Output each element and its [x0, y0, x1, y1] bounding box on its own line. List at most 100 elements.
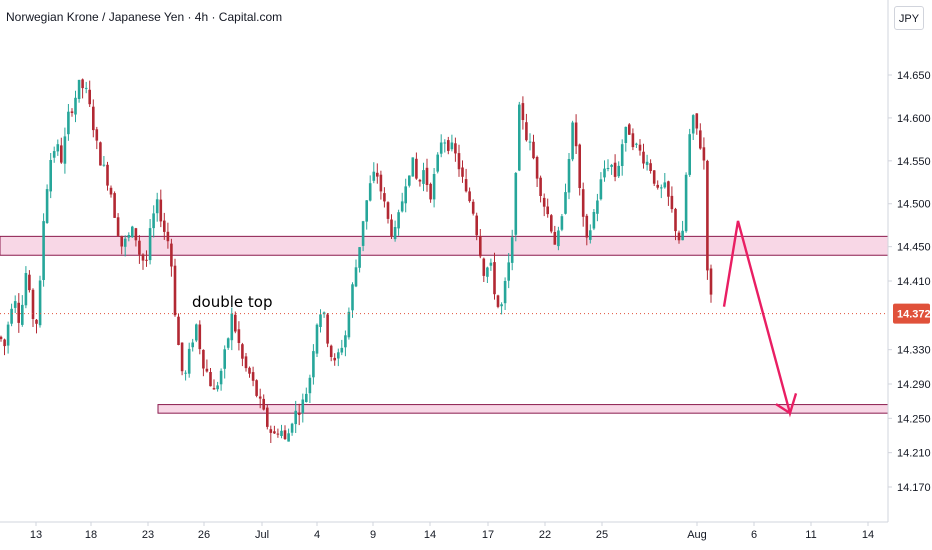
candle-body	[688, 134, 691, 175]
x-tick-label: 26	[198, 529, 210, 541]
candle-body	[699, 130, 702, 149]
candles-layer	[0, 78, 713, 443]
candle	[177, 313, 180, 346]
candle-body	[287, 433, 290, 442]
candle-body	[230, 313, 234, 341]
candle	[667, 180, 670, 206]
candle-body	[393, 227, 397, 240]
candle-body	[21, 304, 24, 325]
candle	[663, 173, 667, 189]
candle	[3, 338, 6, 356]
y-tick-label: 14.290	[897, 379, 931, 391]
candle	[198, 320, 202, 355]
candle-body	[432, 174, 436, 200]
candle	[35, 319, 38, 334]
candle-body	[503, 281, 507, 304]
candle	[28, 270, 31, 293]
candle	[180, 342, 184, 376]
candle-body	[95, 129, 99, 141]
candle-body	[525, 122, 528, 141]
y-tick-label: 14.600	[897, 113, 931, 125]
candle-body	[77, 79, 81, 99]
candle	[578, 143, 581, 196]
currency-button[interactable]: JPY	[894, 6, 924, 30]
candle	[677, 230, 681, 244]
candle	[368, 175, 372, 202]
candle	[45, 184, 49, 224]
candle-body	[660, 187, 663, 189]
candle	[241, 342, 244, 367]
candle-body	[585, 215, 589, 238]
candle-body	[301, 399, 305, 414]
candle-body	[493, 262, 496, 295]
candle-body	[617, 165, 620, 177]
y-tick-label: 14.410	[897, 276, 931, 288]
candle	[120, 235, 123, 255]
candle-body	[166, 231, 170, 242]
candle-body	[567, 159, 571, 193]
candle-body	[606, 168, 610, 169]
candle-body	[6, 324, 10, 346]
candle-body	[315, 324, 319, 354]
candle	[219, 368, 223, 391]
candle-body	[652, 170, 656, 184]
candle	[539, 175, 542, 203]
candle-body	[695, 113, 699, 129]
y-tick-label: 14.550	[897, 156, 931, 168]
candle-body	[3, 339, 6, 347]
candle	[10, 303, 13, 327]
candle	[152, 205, 155, 238]
candle-body	[116, 217, 120, 236]
candle-body	[581, 189, 585, 217]
candle	[557, 226, 560, 251]
candle	[482, 257, 486, 282]
candle-body	[592, 212, 596, 229]
candle-body	[276, 433, 280, 435]
candle	[337, 348, 340, 367]
projection-arrow[interactable]	[722, 220, 798, 418]
candle-body	[677, 232, 681, 241]
candle	[415, 152, 418, 180]
candle	[532, 134, 535, 160]
candle	[535, 155, 539, 187]
candle-body	[461, 167, 464, 177]
candle	[525, 113, 528, 142]
candle	[454, 137, 457, 162]
candle	[305, 387, 308, 403]
y-tick-label: 14.500	[897, 199, 931, 211]
candle	[684, 172, 688, 233]
candle	[187, 342, 191, 378]
candle-body	[404, 186, 407, 204]
candle-body	[613, 162, 617, 177]
candle	[592, 209, 596, 231]
candle	[518, 101, 521, 172]
y-tick-label: 14.210	[897, 448, 931, 460]
candle	[628, 123, 631, 135]
candle-body	[219, 370, 223, 385]
candle	[6, 321, 10, 354]
candle-body	[447, 140, 450, 151]
y-tick-label: 14.450	[897, 242, 931, 254]
candle-body	[209, 372, 212, 387]
candle-body	[329, 345, 333, 357]
candle-body	[564, 192, 567, 214]
candle-body	[397, 212, 400, 229]
candle-body	[63, 136, 67, 164]
candle	[528, 133, 532, 151]
candle	[223, 345, 226, 379]
candle	[436, 152, 439, 174]
candle	[326, 313, 329, 348]
candle-body	[589, 230, 592, 240]
candle-body	[706, 160, 709, 271]
candle-body	[635, 143, 638, 145]
resistance-zone[interactable]	[0, 235, 889, 256]
x-tick-label: 14	[862, 529, 874, 541]
candle	[63, 127, 67, 174]
candle-body	[294, 410, 297, 425]
candle-body	[266, 407, 269, 427]
y-tick-label: 14.170	[897, 482, 931, 494]
candle	[280, 424, 283, 439]
x-tick-label: Jul	[255, 529, 269, 541]
